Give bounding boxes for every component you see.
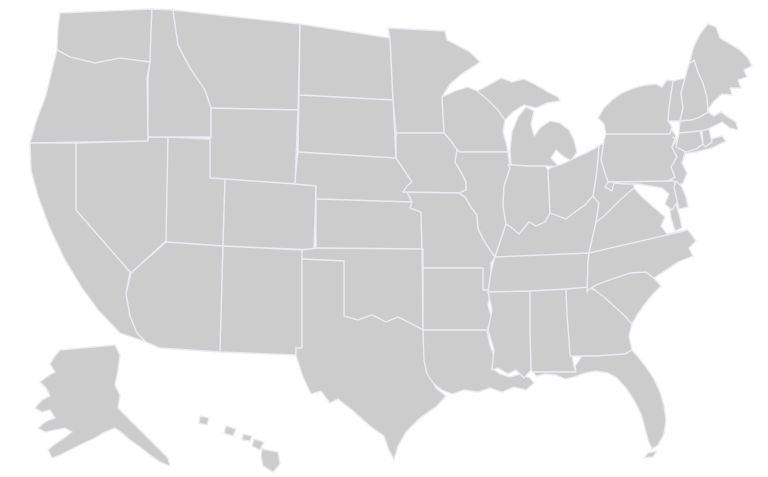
state-north-carolina[interactable]: [586, 229, 697, 293]
state-north-dakota[interactable]: [298, 23, 394, 101]
state-washington[interactable]: [56, 8, 153, 64]
state-hawaii[interactable]: [198, 415, 281, 473]
state-delaware[interactable]: [673, 180, 689, 210]
state-tennessee[interactable]: [487, 252, 590, 293]
state-south-dakota[interactable]: [297, 94, 397, 159]
state-new-mexico[interactable]: [219, 245, 303, 356]
state-kansas[interactable]: [315, 198, 423, 250]
state-arkansas[interactable]: [422, 267, 493, 331]
state-connecticut[interactable]: [675, 130, 704, 153]
state-rhode-island[interactable]: [701, 128, 713, 148]
state-oregon[interactable]: [29, 49, 151, 144]
state-florida[interactable]: [532, 349, 667, 459]
state-texas[interactable]: [295, 258, 447, 461]
state-maine[interactable]: [688, 23, 753, 113]
state-colorado[interactable]: [222, 178, 317, 251]
state-wisconsin[interactable]: [441, 86, 509, 153]
state-michigan[interactable]: [476, 77, 578, 168]
state-minnesota[interactable]: [387, 27, 481, 134]
state-alaska[interactable]: [34, 344, 171, 467]
state-mississippi[interactable]: [487, 290, 532, 379]
state-pennsylvania[interactable]: [600, 126, 678, 183]
state-wyoming[interactable]: [209, 107, 299, 185]
